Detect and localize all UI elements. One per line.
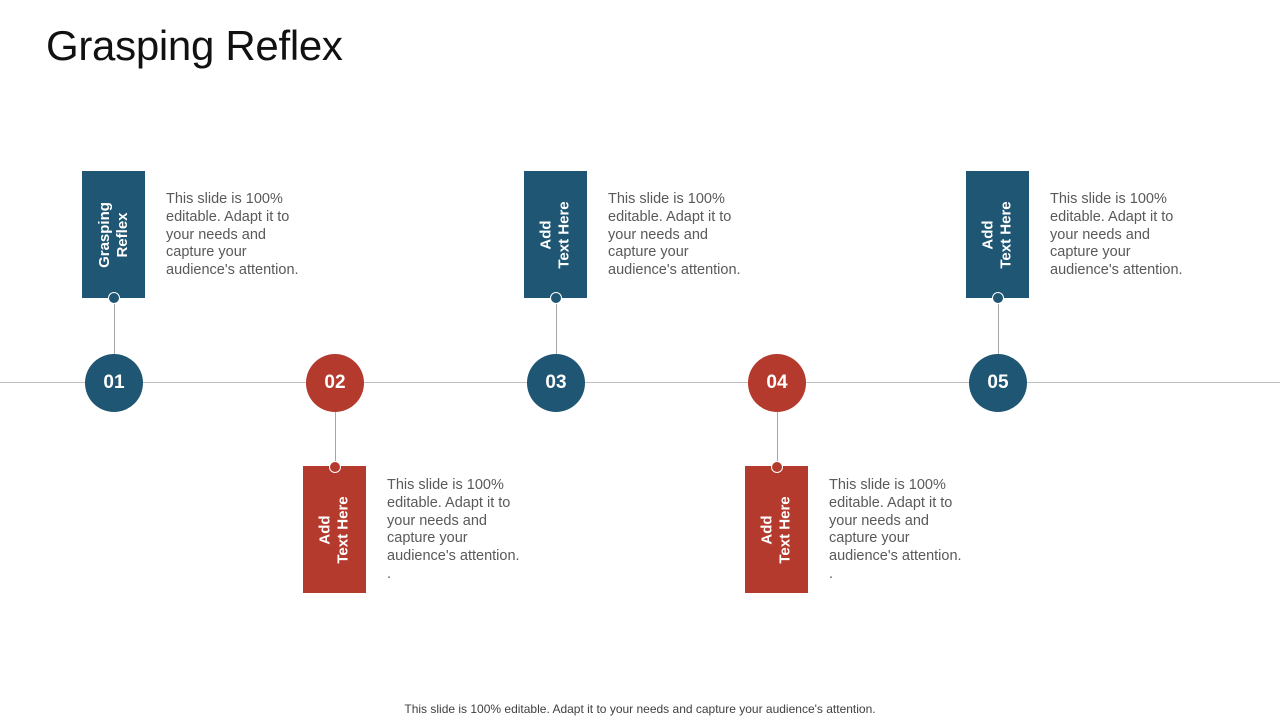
step-03-tag: Add Text Here [524,171,587,298]
timeline-axis [0,382,1280,383]
page-title: Grasping Reflex [46,22,343,69]
connector-dot-02 [329,461,341,473]
connector-04 [777,412,778,467]
connector-dot-05 [992,292,1004,304]
step-02-circle: 02 [306,354,364,412]
connector-dot-03 [550,292,562,304]
step-04-tag-label: Add Text Here [758,495,794,564]
step-05-description: This slide is 100% editable. Adapt it to… [1050,191,1183,279]
step-01-tag: Grasping Reflex [82,171,145,298]
connector-dot-01 [108,292,120,304]
connector-05 [998,297,999,354]
step-01-number: 01 [103,372,125,393]
step-04-tag: Add Text Here [745,466,808,593]
connector-01 [114,297,115,354]
step-02-number: 02 [324,372,346,393]
step-02-description: This slide is 100% editable. Adapt it to… [387,477,520,582]
step-04-number: 04 [766,372,788,393]
step-02-tag: Add Text Here [303,466,366,593]
step-03-number: 03 [545,372,567,393]
connector-03 [556,297,557,354]
step-04-circle: 04 [748,354,806,412]
step-04-description: This slide is 100% editable. Adapt it to… [829,477,962,582]
step-01-circle: 01 [85,354,143,412]
step-05-circle: 05 [969,354,1027,412]
step-03-tag-label: Add Text Here [537,200,573,269]
step-01-tag-label: Grasping Reflex [95,201,131,268]
connector-dot-04 [771,461,783,473]
step-01-description: This slide is 100% editable. Adapt it to… [166,191,299,279]
connector-02 [335,412,336,467]
step-03-description: This slide is 100% editable. Adapt it to… [608,191,741,279]
footer-note: This slide is 100% editable. Adapt it to… [404,702,876,716]
step-03-circle: 03 [527,354,585,412]
step-05-tag: Add Text Here [966,171,1029,298]
step-05-tag-label: Add Text Here [979,200,1015,269]
step-02-tag-label: Add Text Here [316,495,352,564]
step-05-number: 05 [987,372,1009,393]
